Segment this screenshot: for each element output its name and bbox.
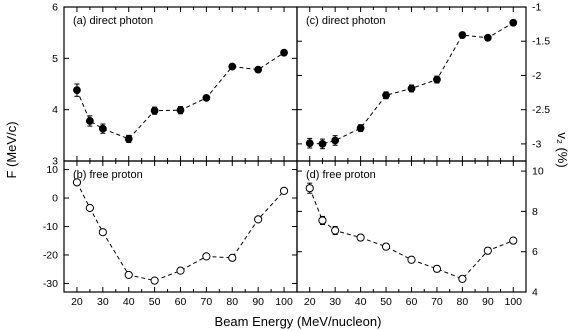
x-tick-label: 60	[406, 296, 418, 308]
data-point	[318, 216, 327, 225]
data-point	[483, 33, 492, 42]
x-tick-label: 40	[355, 296, 367, 308]
x-tick-label: 20	[71, 296, 83, 308]
y-tick-label: -2	[532, 70, 541, 82]
data-point	[280, 48, 288, 57]
y-tick-label: 6	[52, 2, 58, 14]
y-tick-label: 6	[532, 246, 538, 258]
data-point	[228, 62, 237, 71]
data-point	[150, 106, 159, 115]
data-point	[458, 31, 467, 39]
panel-label: (c) direct photon	[306, 15, 385, 27]
data-point	[176, 266, 185, 275]
data-point	[73, 86, 81, 95]
y-tick-label: -30	[43, 278, 58, 290]
data-point	[356, 124, 365, 133]
data-point	[356, 233, 365, 242]
y-tick-label: 0	[52, 193, 58, 205]
data-point	[72, 178, 82, 187]
x-tick-label: 100	[275, 296, 293, 308]
data-point	[331, 226, 340, 235]
y-tick-label: -1.5	[532, 36, 550, 48]
panel-d: 4 6 8 10 20 30 40 50 60 70 80 90 100 (d) free proton	[296, 160, 544, 308]
x-tick-label: 60	[175, 296, 187, 308]
data-point	[432, 264, 442, 273]
x-tick-label: 70	[431, 296, 443, 308]
data-point	[458, 274, 467, 283]
series-line	[309, 188, 514, 280]
panel-label: (a) direct photon	[73, 15, 153, 27]
x-tick-label: 50	[380, 296, 392, 308]
y-tick-label: 5	[52, 53, 58, 65]
series-line	[76, 52, 285, 140]
y-tick-label: 10	[532, 166, 544, 178]
data-point	[85, 203, 94, 213]
panel-frame	[296, 6, 527, 162]
x-tick-label: 80	[226, 296, 238, 308]
series-line	[76, 182, 285, 282]
data-point	[407, 255, 416, 264]
data-point	[85, 117, 94, 125]
data-point	[279, 186, 289, 196]
y-tick-label: 8	[532, 206, 538, 218]
y-tick-label: -2.5	[532, 104, 550, 116]
data-point	[433, 75, 441, 84]
x-tick-label: 80	[457, 296, 469, 308]
data-point	[124, 270, 133, 280]
data-point	[98, 124, 107, 133]
data-point	[509, 18, 518, 27]
panel-label: (b) free proton	[73, 169, 143, 181]
x-tick-label: 30	[329, 296, 341, 308]
panel-frame	[63, 6, 298, 162]
x-tick-label: 100	[505, 296, 523, 308]
x-tick-label: 50	[149, 296, 161, 308]
y-tick-label: -1	[532, 2, 541, 14]
data-point	[98, 228, 107, 237]
series-line	[309, 22, 514, 145]
x-tick-label: 90	[482, 296, 494, 308]
x-tick-label: 20	[304, 296, 316, 308]
y-tick-label: -10	[43, 221, 58, 233]
x-tick-label: 30	[97, 296, 109, 308]
y-tick-label: 3	[52, 156, 58, 168]
data-point	[381, 242, 391, 251]
x-tick-label: 70	[201, 296, 213, 308]
y-axis-label-right: v₂ (%)	[555, 132, 570, 167]
panel-label: (d) free proton	[306, 169, 376, 181]
y-tick-label: 4	[52, 104, 58, 116]
panel-b: -30 -20 -10 0 10 20 30 40 50 60 70 80 90 100 (b) free …	[43, 160, 298, 308]
data-point	[305, 139, 314, 148]
data-point	[202, 252, 211, 261]
data-point	[331, 136, 340, 145]
panel-a: 3 4 5 6 (a) direct photon	[52, 2, 298, 168]
panel-c: -3 -2.5 -2 -1.5 -1 (c) direct photon	[296, 2, 550, 162]
data-point	[509, 236, 518, 245]
x-tick-label: 90	[252, 296, 264, 308]
data-point	[176, 106, 185, 115]
data-point	[318, 139, 327, 148]
data-point	[202, 93, 211, 102]
data-point	[150, 276, 159, 285]
x-axis-label: Beam Energy (MeV/nucleon)	[215, 314, 382, 329]
y-axis-label-left: F (MeV/c)	[4, 121, 19, 178]
data-point	[305, 184, 314, 193]
data-point	[254, 65, 263, 74]
data-point	[254, 215, 263, 224]
data-point	[407, 84, 416, 93]
data-point	[124, 135, 133, 143]
y-tick-label: -3	[532, 138, 541, 150]
y-tick-label: -20	[43, 249, 58, 261]
data-point	[382, 91, 390, 100]
data-point	[483, 246, 492, 255]
y-tick-label: 4	[532, 287, 538, 299]
data-point	[228, 253, 237, 262]
x-tick-label: 40	[123, 296, 135, 308]
panels: 3 4 5 6 (a) direct photon -30 -20 -10 0 10 20 30 40 5…	[43, 2, 550, 309]
y-tick-label: 10	[46, 164, 58, 176]
